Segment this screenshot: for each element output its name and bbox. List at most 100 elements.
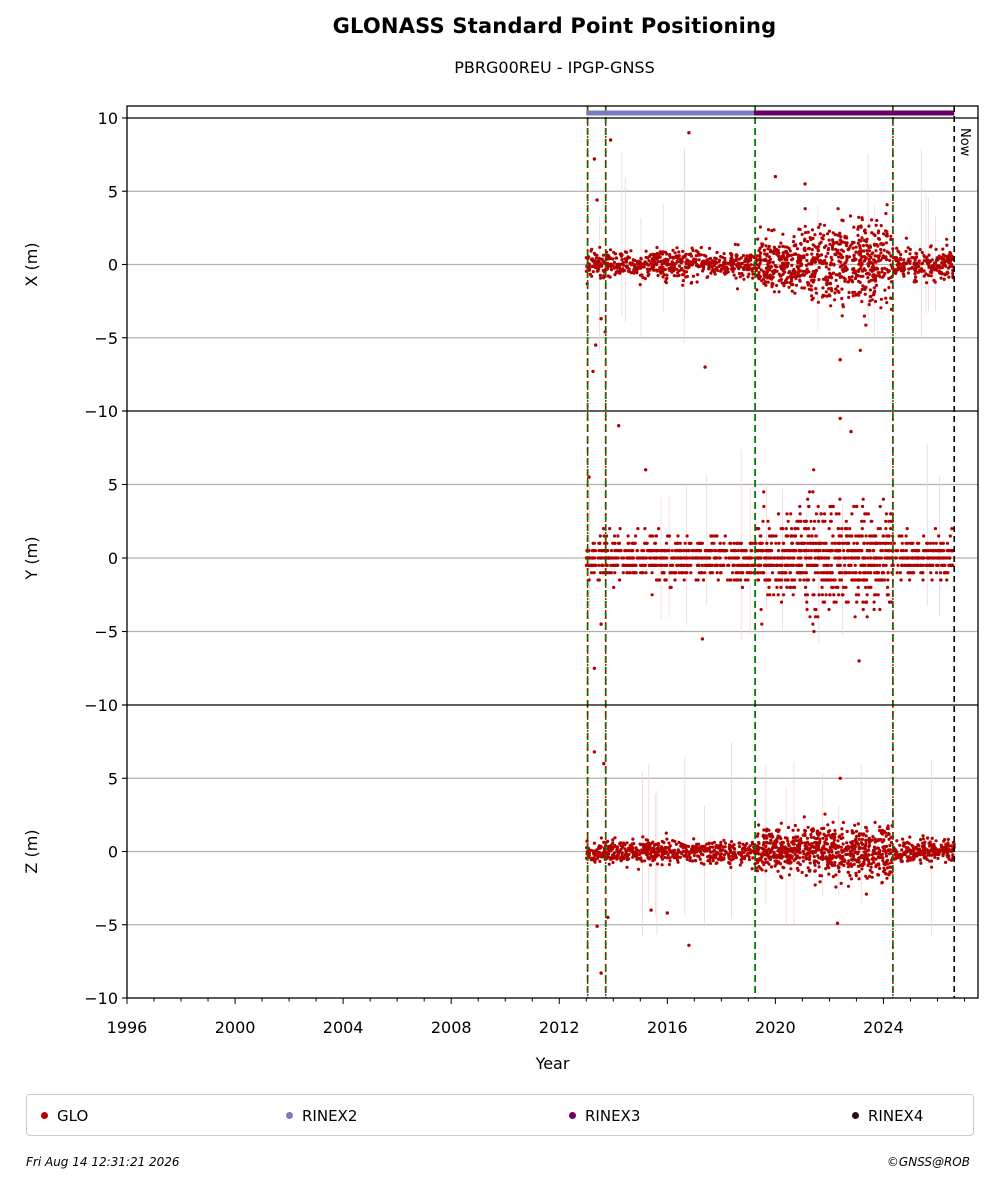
- data-point: [849, 864, 854, 868]
- data-point: [806, 825, 810, 829]
- data-point: [682, 854, 687, 858]
- data-point: [607, 255, 611, 259]
- data-point: [802, 269, 806, 273]
- data-point: [751, 276, 755, 280]
- data-point: [921, 578, 925, 582]
- data-point: [697, 571, 701, 575]
- data-point: [784, 854, 788, 859]
- data-point: [639, 257, 643, 261]
- data-point: [838, 238, 842, 242]
- data-point: [945, 243, 949, 247]
- data-point: [821, 286, 825, 290]
- data-point: [810, 248, 815, 252]
- data-point: [786, 825, 791, 830]
- data-point: [715, 563, 719, 568]
- data-point: [853, 858, 857, 862]
- data-point: [833, 578, 837, 582]
- data-point: [851, 294, 855, 298]
- data-point: [856, 233, 860, 237]
- data-point: [770, 549, 774, 553]
- data-point: [813, 883, 817, 887]
- data-point: [950, 254, 954, 258]
- data-point: [945, 272, 949, 276]
- data-point: [767, 527, 771, 531]
- data-point: [761, 843, 766, 847]
- data-point: [841, 585, 846, 590]
- data-point: [699, 253, 703, 257]
- data-point: [939, 556, 943, 560]
- data-point: [857, 259, 862, 263]
- data-point: [836, 864, 840, 868]
- data-point: [847, 859, 851, 863]
- data-point: [813, 869, 817, 873]
- data-point: [861, 274, 865, 278]
- data-point: [726, 578, 730, 582]
- data-point: [751, 842, 755, 846]
- data-point: [761, 853, 765, 857]
- data-point: [774, 862, 778, 866]
- data-point: [822, 571, 826, 575]
- data-point: [884, 844, 889, 849]
- data-point: [824, 847, 828, 851]
- data-point: [776, 593, 780, 597]
- data-point: [612, 856, 617, 860]
- data-point: [595, 260, 599, 264]
- data-point: [905, 527, 909, 531]
- data-point: [806, 247, 811, 251]
- data-point: [795, 571, 799, 575]
- data-point: [668, 571, 672, 575]
- data-point: [852, 267, 856, 271]
- data-point: [877, 254, 881, 258]
- data-point: [736, 556, 741, 560]
- data-point: [942, 277, 946, 281]
- data-point: [913, 258, 917, 262]
- data-point: [828, 845, 833, 849]
- data-point: [799, 549, 803, 553]
- data-point: [812, 841, 816, 845]
- data-point: [838, 571, 843, 575]
- y-tick-label: 0: [108, 843, 118, 862]
- data-point: [905, 850, 909, 854]
- data-point: [854, 269, 858, 273]
- outlier-point: [838, 358, 842, 362]
- data-point: [635, 549, 639, 553]
- data-point: [683, 255, 687, 259]
- data-point: [597, 563, 601, 568]
- data-point: [624, 264, 629, 268]
- data-point: [806, 578, 810, 582]
- data-point: [665, 273, 669, 277]
- data-point: [920, 250, 924, 255]
- data-point: [840, 248, 844, 252]
- data-point: [734, 853, 738, 857]
- data-point: [687, 563, 691, 568]
- data-point: [682, 578, 686, 582]
- data-point: [770, 281, 774, 285]
- data-point: [869, 556, 873, 560]
- data-point: [657, 563, 662, 568]
- data-point: [846, 884, 851, 888]
- data-point: [766, 563, 770, 568]
- data-point: [830, 258, 834, 262]
- data-point: [923, 840, 927, 844]
- outlier-point: [849, 429, 853, 434]
- data-point: [760, 244, 764, 248]
- data-point: [823, 840, 827, 844]
- data-point: [774, 534, 778, 538]
- data-point: [860, 519, 864, 523]
- y-tick-label: −10: [84, 402, 118, 421]
- data-point: [803, 224, 807, 228]
- outlier-point: [595, 198, 599, 202]
- data-point: [708, 263, 712, 267]
- data-point: [842, 549, 846, 553]
- data-point: [887, 852, 892, 856]
- data-point: [879, 241, 884, 246]
- data-point: [799, 837, 803, 841]
- outlier-point: [835, 921, 840, 925]
- data-point: [845, 258, 849, 262]
- data-point: [882, 248, 886, 252]
- data-point: [812, 629, 816, 634]
- data-point: [612, 534, 617, 538]
- data-point: [790, 578, 794, 582]
- x-tick-label: 2012: [539, 1018, 580, 1037]
- data-point: [780, 281, 784, 285]
